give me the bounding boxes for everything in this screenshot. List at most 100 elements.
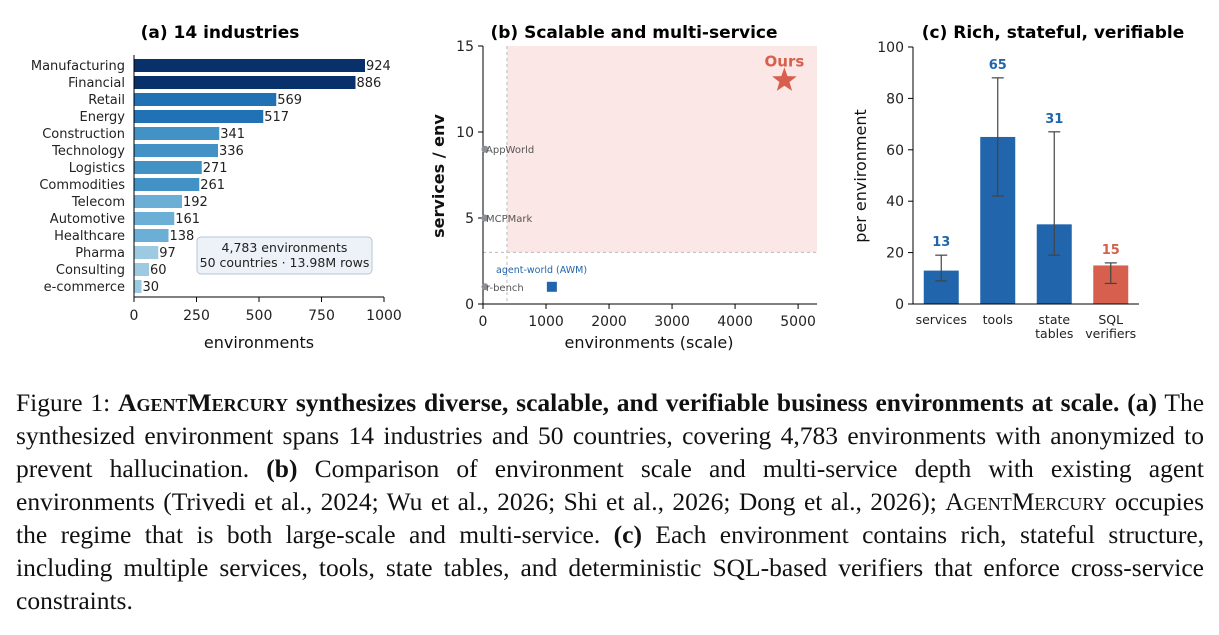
point-label: AppWorld [486, 145, 534, 156]
value-label: 97 [159, 246, 176, 261]
category-label: state [1038, 312, 1070, 327]
y-tick-label: 40 [886, 194, 904, 210]
bar-pharma [134, 246, 159, 259]
panel-c-stateful-chart: (c) Rich, stateful, verifiable 13 services… [851, 23, 1184, 341]
x-tick-label: 750 [308, 308, 335, 324]
bar-financial [134, 76, 356, 89]
point-appworld [481, 145, 489, 153]
category-label: Consulting [56, 263, 125, 278]
y-axis-label: services / env [429, 114, 448, 238]
value-label: 192 [183, 195, 208, 210]
figure-1: (a) 14 industries Manufacturing 924 Financi… [31, 23, 1184, 352]
value-label: 569 [277, 93, 302, 108]
x-tick-label: 0 [479, 314, 488, 330]
ours-star-marker [772, 67, 797, 91]
category-label: SQL [1098, 312, 1123, 327]
x-tick-label: 4000 [717, 314, 753, 330]
y-tick-label: 0 [465, 297, 474, 313]
caption-a-label: (a) [1127, 388, 1158, 417]
bar-construction [134, 127, 220, 140]
x-tick-label: 1000 [528, 314, 564, 330]
panel-a-title: (a) 14 industries [141, 23, 300, 43]
y-tick-label: 10 [456, 125, 474, 141]
caption-b-text: Comparison of environment scale and mult… [16, 454, 1205, 516]
category-label: e-commerce [44, 280, 125, 295]
value-label: 336 [219, 144, 244, 159]
y-tick-label: 15 [456, 39, 474, 55]
y-tick-label: 80 [886, 91, 904, 107]
value-label: 161 [175, 212, 200, 227]
category-label: Pharma [75, 246, 125, 261]
caption-b-label: (b) [266, 454, 298, 483]
y-axis-label: per environment [851, 109, 870, 243]
caption-name-part-b: Mercury [187, 388, 288, 417]
bar-manufacturing [134, 59, 365, 72]
value-label: 886 [357, 76, 382, 91]
category-label: Retail [88, 93, 125, 108]
point-label: r-bench [486, 283, 524, 294]
y-tick-label: 100 [877, 40, 904, 56]
category-label: Automotive [50, 212, 125, 227]
bar-technology [134, 144, 218, 157]
x-axis-label: environments [204, 333, 314, 352]
value-label: 517 [264, 110, 289, 125]
caption-figure-label: Figure 1: [16, 388, 111, 417]
summary-box [196, 236, 373, 275]
value-label: 924 [366, 59, 391, 74]
x-tick-label: 2000 [591, 314, 627, 330]
x-tick-label: 1000 [366, 308, 402, 324]
category-label: tables [1035, 326, 1073, 341]
x-tick-label: 0 [130, 308, 139, 324]
y-tick-label: 60 [886, 143, 904, 159]
category-label: Construction [42, 127, 125, 142]
value-label: 271 [203, 161, 228, 176]
x-axis-label: environments (scale) [564, 333, 733, 352]
caption-b-name-part-b: Mercury [1011, 487, 1107, 516]
point-awm [546, 281, 557, 292]
summary-line-1: 4,783 environments [222, 240, 348, 255]
point-label: MCPMark [486, 214, 533, 225]
point-mcpmark [481, 214, 489, 222]
bar-healthcare [134, 229, 169, 242]
category-label: Commodities [39, 178, 125, 193]
figure-caption: Figure 1: AgentMercury synthesizes diver… [16, 386, 1204, 617]
panel-c-title: (c) Rich, stateful, verifiable [922, 23, 1185, 43]
value-label: 341 [220, 127, 245, 142]
value-label: 261 [200, 178, 225, 193]
target-region [506, 46, 817, 253]
summary-line-2: 50 countries · 13.98M rows [200, 255, 370, 270]
bar-energy [134, 110, 264, 123]
point-label: agent-world (AWM) [496, 265, 587, 276]
value-label: 30 [143, 280, 160, 295]
caption-c-label: (c) [613, 520, 642, 549]
point-r-bench [481, 283, 489, 291]
caption-a-text: The synthesized environment spans 14 ind… [16, 388, 1205, 483]
bar-commodities [134, 178, 200, 191]
value-label: 60 [150, 263, 167, 278]
caption-b-text2: occupies the regime that is both large-s… [16, 487, 1205, 549]
y-tick-label: 20 [886, 246, 904, 262]
panel-b-title: (b) Scalable and multi-service [490, 23, 777, 43]
value-label: 15 [1102, 243, 1120, 258]
caption-b-name-part-a: Agent [945, 487, 1012, 516]
value-label: 31 [1045, 112, 1063, 127]
y-tick-label: 0 [895, 297, 904, 313]
bar-consulting [134, 263, 149, 276]
category-label: services [916, 312, 967, 327]
y-tick-label: 5 [465, 211, 474, 227]
category-label: Healthcare [54, 229, 125, 244]
bar-automotive [134, 212, 175, 225]
panel-b-scalability-chart: (b) Scalable and multi-service 0 1000 2000 3… [429, 23, 817, 352]
bar-logistics [134, 161, 202, 174]
caption-bold-rest: synthesizes diverse, scalable, and verif… [295, 388, 1120, 417]
x-tick-label: 5000 [780, 314, 816, 330]
category-label: Telecom [71, 195, 125, 210]
category-label: Technology [51, 144, 125, 159]
caption-c-text: Each environment contains rich, stateful… [16, 520, 1205, 615]
point-label: Ours [765, 52, 805, 70]
category-label: Energy [79, 110, 125, 125]
bar-e-commerce [134, 280, 142, 293]
x-tick-label: 3000 [654, 314, 690, 330]
category-label: Manufacturing [31, 59, 125, 74]
value-label: 65 [989, 58, 1007, 73]
